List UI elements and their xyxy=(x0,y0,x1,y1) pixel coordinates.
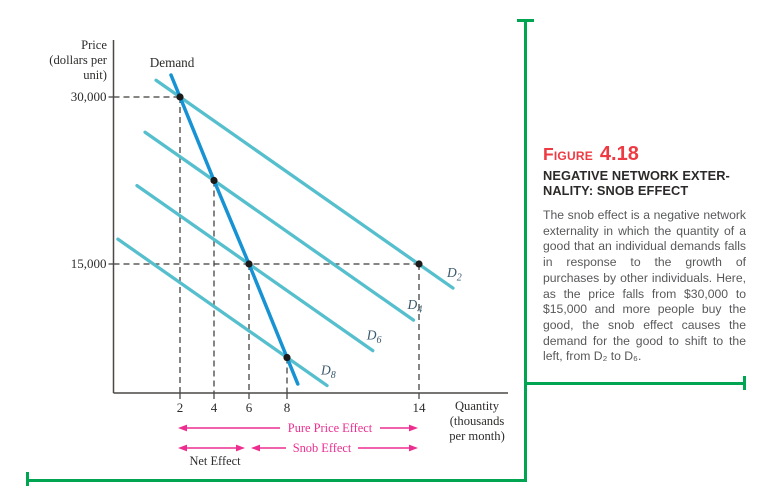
curve-d8 xyxy=(116,237,329,388)
arrow-label-snob: Snob Effect xyxy=(293,441,352,455)
frame-top-cap xyxy=(517,19,534,22)
arrowhead-right-snob xyxy=(409,444,418,452)
figure-heading: NEGATIVE NETWORK EXTER- NALITY: SNOB EFF… xyxy=(543,168,746,198)
curve-d2-label: D2 xyxy=(446,265,462,284)
frame-right-branch xyxy=(524,382,746,385)
x-axis-title: Quantity xyxy=(455,399,500,413)
x-axis-title: per month) xyxy=(449,429,505,443)
demand-curve-label: Demand xyxy=(150,55,195,70)
arrowhead-right-net xyxy=(236,444,245,452)
figure-caption: Figure 4.18 NEGATIVE NETWORK EXTER- NALIT… xyxy=(543,144,746,365)
arrowhead-left-snob xyxy=(251,444,260,452)
curve-d2 xyxy=(154,78,455,290)
arrow-label-net: Net Effect xyxy=(189,454,241,468)
figure-heading-line1: NEGATIVE NETWORK EXTER- xyxy=(543,168,730,183)
x-tick-label: 4 xyxy=(211,400,218,415)
figure-heading-line2: NALITY: SNOB EFFECT xyxy=(543,183,689,198)
figure-body-text: The snob effect is a negative network ex… xyxy=(543,208,746,364)
data-point-dot xyxy=(245,260,253,268)
x-tick-label: 2 xyxy=(177,400,184,415)
x-tick-label: 8 xyxy=(284,400,291,415)
arrowhead-left-pure_price xyxy=(178,424,187,432)
demand-curve xyxy=(169,73,300,386)
y-axis-title: Price xyxy=(81,38,107,52)
y-axis-title: unit) xyxy=(83,68,107,82)
curve-d6 xyxy=(135,183,375,353)
x-tick-label: 6 xyxy=(246,400,253,415)
x-tick-label: 14 xyxy=(413,400,427,415)
data-point-dot xyxy=(176,93,184,101)
arrow-label-pure_price: Pure Price Effect xyxy=(288,421,373,435)
x-axis-title: (thousands xyxy=(450,414,505,428)
y-axis-title: (dollars per xyxy=(49,53,108,67)
data-point-dot xyxy=(210,176,218,185)
figure-number: 4.18 xyxy=(599,143,639,165)
frame-bottom-rule xyxy=(27,479,527,482)
frame-vertical-rule xyxy=(524,20,527,482)
frame-right-branch-tick xyxy=(743,376,746,390)
data-point-dot xyxy=(283,353,291,362)
curve-d8-label: D8 xyxy=(320,363,336,382)
arrowhead-right-pure_price xyxy=(409,424,418,432)
curve-d6-label: D6 xyxy=(366,328,382,347)
demand-chart: D8 D6 D4 D2 Demand 2 4 6 8 14 30,000 15,000 Price(do… xyxy=(49,38,508,468)
y-tick-label: 15,000 xyxy=(71,256,107,271)
y-tick-label: 30,000 xyxy=(71,89,107,104)
figure-title: Figure 4.18 xyxy=(543,144,746,166)
frame-bottom-left-tick xyxy=(26,472,29,486)
figure-label: Figure xyxy=(543,144,593,164)
curve-d4 xyxy=(143,130,416,322)
curve-d4-label: D4 xyxy=(407,297,423,316)
arrowhead-left-net xyxy=(178,444,187,452)
data-point-dot xyxy=(415,260,423,268)
